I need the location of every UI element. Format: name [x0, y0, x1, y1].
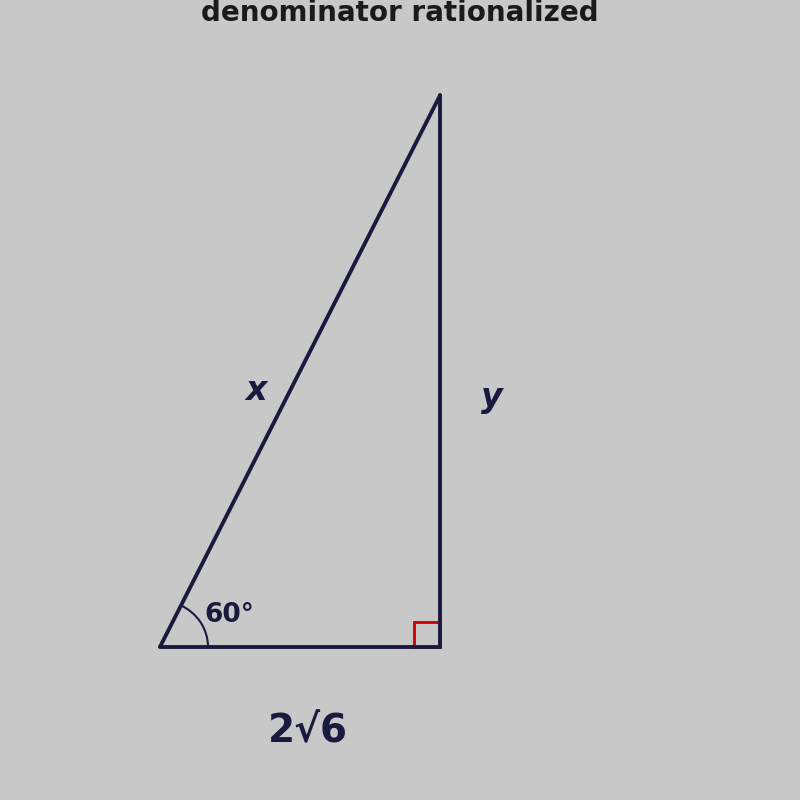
Bar	[414, 622, 440, 647]
Text: y: y	[481, 382, 503, 414]
Text: 60°: 60°	[204, 602, 254, 628]
Text: 2√6: 2√6	[268, 712, 348, 750]
Text: x: x	[246, 374, 266, 406]
Text: denominator rationalized: denominator rationalized	[201, 0, 599, 26]
